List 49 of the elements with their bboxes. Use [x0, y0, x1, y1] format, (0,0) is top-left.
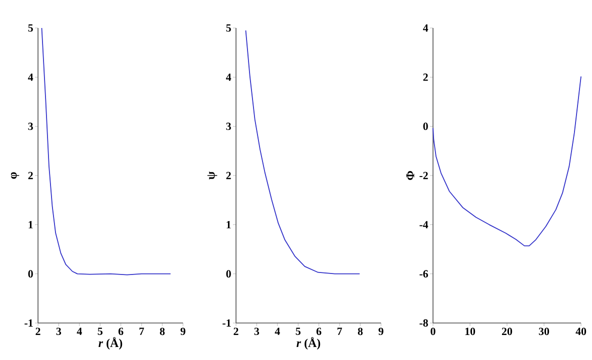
line-series	[245, 30, 360, 274]
x-tick-label: 4	[76, 328, 82, 335]
x-tick-label: 40	[576, 328, 586, 336]
x-tick-label: 7	[337, 328, 342, 335]
y-axis-title: ψ	[207, 172, 218, 180]
x-axis-title: r (Å)	[98, 337, 122, 350]
y-tick-label: 5	[226, 24, 231, 32]
x-tick-label: 10	[465, 328, 476, 336]
y-tick-label: 0	[226, 270, 231, 278]
y-tick-label: 2	[226, 172, 231, 180]
x-tick-label: 30	[538, 328, 550, 336]
y-axis-title: φ	[10, 172, 20, 179]
x-tick-label: 3	[254, 328, 260, 336]
y-tick-label: 0	[28, 270, 33, 278]
x-tick-label: 7	[139, 328, 144, 335]
y-tick-label: 1	[28, 221, 33, 228]
x-tick-label: 8	[160, 328, 165, 336]
x-tick-label: 2	[36, 328, 40, 335]
x-tick-label: 3	[56, 328, 62, 336]
x-tick-label: 9	[180, 328, 186, 336]
x-tick-label: 5	[98, 328, 102, 335]
x-axis-title: r (Å)	[296, 337, 320, 350]
x-tick-label: 0	[430, 328, 436, 336]
x-tick-label: 2	[234, 328, 238, 335]
y-tick-label: 4	[422, 24, 428, 32]
y-tick-label: -2	[420, 172, 428, 180]
x-tick-label: 6	[316, 328, 322, 336]
y-tick-label: 3	[226, 122, 231, 130]
x-tick-label: 9	[378, 328, 384, 336]
x-tick-label: 6	[118, 328, 124, 336]
y-tick-label: -6	[420, 270, 428, 278]
x-tick-label: 4	[274, 328, 280, 335]
line-series	[432, 76, 582, 246]
y-tick-label: 5	[28, 24, 33, 32]
x-tick-label: 5	[296, 328, 300, 335]
y-tick-label: 3	[28, 122, 33, 130]
x-tick-label: 8	[358, 328, 363, 336]
y-tick-label: 2	[423, 74, 428, 81]
y-tick-label: 4	[226, 74, 232, 81]
x-tick-label: 20	[502, 328, 512, 336]
y-tick-label: -1	[24, 319, 33, 327]
y-tick-label: -4	[420, 221, 428, 228]
y-tick-label: 1	[226, 221, 231, 228]
y-axis-title: Φ	[406, 171, 414, 180]
y-tick-label: 0	[423, 122, 428, 130]
y-tick-label: -8	[420, 319, 428, 327]
y-tick-label: 4	[28, 74, 34, 81]
y-tick-label: 2	[28, 172, 33, 180]
y-tick-label: -1	[222, 319, 231, 327]
